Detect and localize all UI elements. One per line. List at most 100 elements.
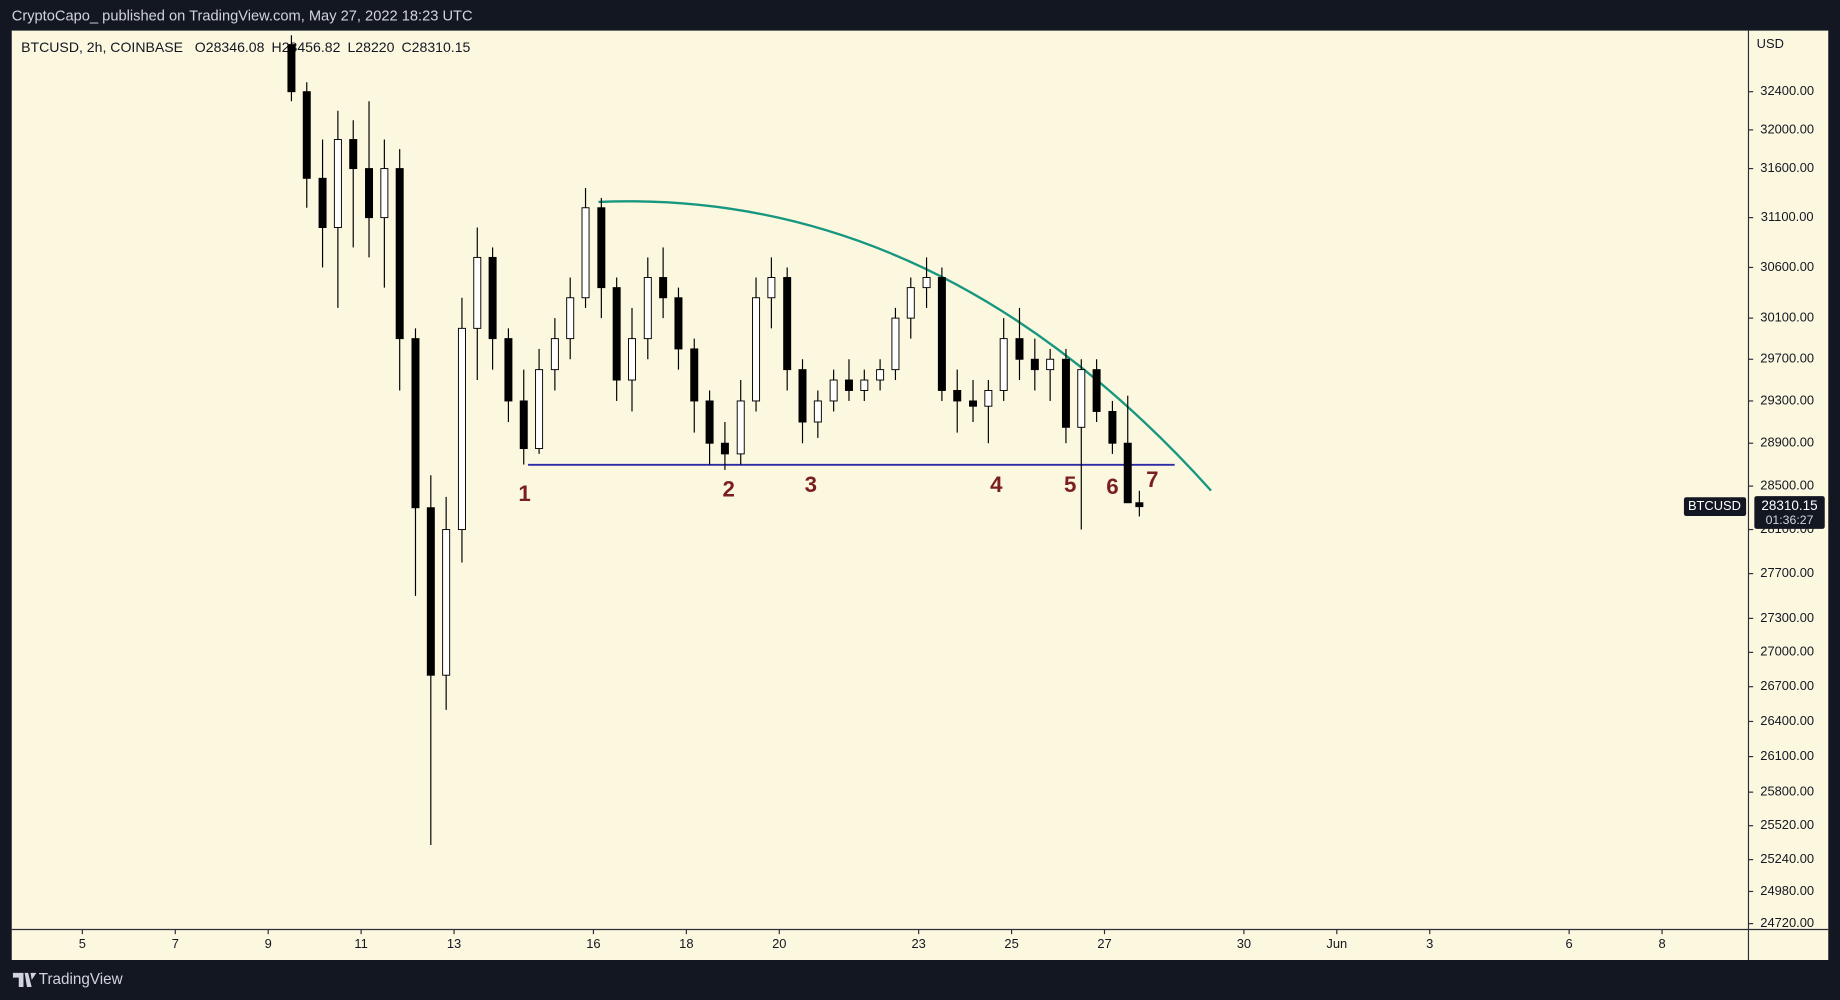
candle-body — [457, 327, 466, 531]
candle-body — [365, 168, 374, 219]
brand-logo — [12, 972, 37, 987]
candle-body — [922, 277, 931, 289]
annotation-label: 5 — [1064, 472, 1076, 497]
y-tick-label: 31100.00 — [1761, 209, 1814, 224]
candle-body — [488, 256, 497, 340]
candle-body — [969, 400, 978, 407]
candle-body — [1030, 358, 1039, 371]
ohlc-prefix: O — [195, 39, 206, 55]
annotation-label: 3 — [805, 472, 817, 497]
candle-body — [984, 390, 993, 407]
annotation-label: 6 — [1106, 474, 1118, 499]
candle-body — [752, 297, 761, 402]
y-tick-label: 28500.00 — [1760, 477, 1814, 492]
ohlc-prefix: H — [272, 39, 282, 55]
candle-body — [1135, 502, 1144, 508]
candle-body — [395, 168, 404, 340]
y-tick-label: 30100.00 — [1760, 310, 1814, 325]
annotation-label: 1 — [518, 481, 530, 506]
candle-body — [597, 207, 606, 289]
candle-body — [876, 369, 885, 381]
candle-body — [705, 400, 714, 444]
symbol-tag: BTCUSD — [1688, 498, 1741, 513]
candle-body — [1077, 369, 1086, 428]
candle-body — [690, 348, 699, 402]
candle-body — [504, 338, 513, 402]
candle-body — [643, 277, 652, 340]
y-tick-label: 26400.00 — [1760, 713, 1814, 728]
ohlc-value: 28346.08 — [206, 39, 265, 55]
x-tick-label: 11 — [354, 936, 367, 951]
candle-body — [798, 369, 807, 423]
symbol-tag-box — [1683, 497, 1747, 517]
candle-body — [535, 369, 544, 450]
x-tick-label: 23 — [911, 936, 925, 951]
candle-body — [333, 139, 342, 228]
candle-body — [953, 390, 962, 402]
x-tick-label: 5 — [79, 936, 86, 951]
y-tick-label: 31600.00 — [1760, 160, 1814, 175]
candle-body — [659, 277, 668, 299]
candle-body — [937, 277, 946, 391]
candle-body — [612, 287, 621, 381]
footer: TradingView — [12, 971, 124, 988]
candle-body — [844, 379, 853, 391]
candle-body — [674, 297, 683, 350]
price-axis-unit: USD — [1757, 36, 1784, 51]
candle-body — [999, 338, 1008, 391]
y-tick-label: 29300.00 — [1760, 392, 1814, 407]
x-tick-label: 9 — [265, 936, 272, 951]
candle-body — [411, 338, 420, 509]
y-tick-label: 28900.00 — [1760, 435, 1814, 450]
last-price-box — [1754, 496, 1825, 529]
candle-body — [519, 400, 528, 450]
candle-body — [906, 287, 915, 319]
y-tick-label: 27300.00 — [1760, 610, 1814, 625]
candle-body — [473, 256, 482, 329]
y-tick-label: 26100.00 — [1760, 748, 1814, 763]
last-price: 28310.15 — [1761, 498, 1817, 513]
candle-body — [349, 139, 358, 170]
x-tick-label: 25 — [1004, 936, 1018, 951]
candle-body — [1046, 358, 1055, 371]
annotation-label: 2 — [723, 477, 735, 502]
publish-info: CryptoCapo_ published on TradingView.com… — [12, 8, 473, 24]
symbol-legend: BTCUSD, 2h, COINBASE O28346.08 H28456.82 L2… — [21, 39, 470, 55]
x-tick-label: 30 — [1237, 936, 1251, 951]
candle-body — [1092, 369, 1101, 412]
y-tick-label: 25240.00 — [1760, 851, 1814, 866]
candle-body — [318, 177, 327, 228]
x-tick-label: 8 — [1658, 936, 1665, 951]
x-tick-label: 18 — [679, 936, 693, 951]
candle-body — [860, 379, 869, 391]
annotation-label: 4 — [990, 472, 1003, 497]
x-tick-label: 27 — [1097, 936, 1111, 951]
ohlc-prefix: C — [401, 39, 411, 55]
countdown: 01:36:27 — [1766, 513, 1814, 527]
y-tick-label: 27000.00 — [1760, 644, 1814, 659]
x-tick-label: 13 — [447, 936, 461, 951]
y-tick-label: 32400.00 — [1760, 83, 1814, 98]
x-tick-label: 7 — [172, 936, 179, 951]
plot-area — [287, 35, 1212, 846]
resistance-arc — [598, 200, 1212, 492]
brand-name: TradingView — [39, 971, 124, 988]
y-tick-label: 24980.00 — [1760, 883, 1814, 898]
y-tick-label: 30600.00 — [1760, 259, 1814, 274]
symbol: BTCUSD, 2h, COINBASE — [21, 39, 183, 55]
candle-body — [566, 297, 575, 340]
y-tick-label: 24720.00 — [1760, 915, 1814, 930]
y-tick-label: 29700.00 — [1760, 351, 1814, 366]
chart-panel — [11, 30, 1829, 961]
candle-body — [813, 400, 822, 423]
x-tick-label: 20 — [772, 936, 786, 951]
candle-body — [829, 379, 838, 402]
candle-body — [380, 168, 389, 219]
candle-body — [1123, 442, 1132, 504]
candle-body — [767, 277, 776, 299]
candle-body — [1015, 338, 1024, 360]
annotation-label: 7 — [1146, 467, 1158, 492]
y-tick-label: 26700.00 — [1760, 678, 1814, 693]
ohlc-value: 28220 — [355, 39, 394, 55]
